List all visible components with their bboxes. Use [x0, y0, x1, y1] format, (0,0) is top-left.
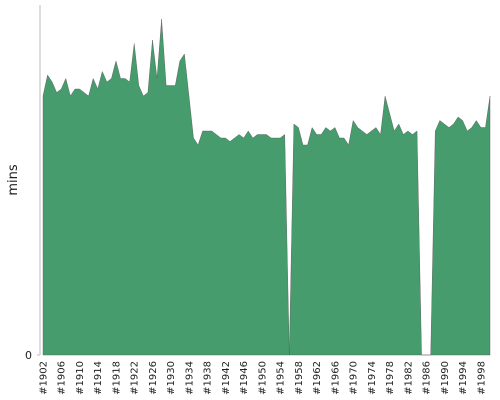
x-tick-label: #1986 [422, 361, 433, 395]
x-tick-label: #1942 [221, 361, 232, 395]
x-tick-label: #1922 [130, 361, 141, 395]
x-tick-label: #1934 [184, 361, 195, 395]
x-tick-label: #1954 [276, 361, 287, 395]
x-tick-label: #1946 [239, 361, 250, 395]
x-tick-label: #1962 [312, 361, 323, 395]
y-axis-label: mins [6, 164, 21, 196]
x-tick-label: #1902 [39, 361, 50, 395]
x-tick-label: #1926 [148, 361, 159, 395]
x-tick-label: #1958 [294, 361, 305, 395]
x-tick-label: #1930 [166, 361, 177, 395]
x-tick-label: #1990 [440, 361, 451, 395]
x-tick-label: #1950 [257, 361, 268, 395]
x-tick-label: #1994 [458, 361, 469, 395]
area [42, 18, 491, 356]
x-tick-label: #1998 [476, 361, 487, 395]
x-tick-label: #1978 [385, 361, 396, 395]
x-tick-label: #1918 [111, 361, 122, 395]
y-tick-label: 0 [25, 349, 32, 362]
x-tick-label: #1914 [93, 361, 104, 395]
x-tick-label: #1982 [403, 361, 414, 395]
x-tick-label: #1906 [57, 361, 68, 395]
x-tick-label: #1966 [330, 361, 341, 395]
x-tick-label: #1938 [203, 361, 214, 395]
x-tick-label: #1970 [349, 361, 360, 395]
x-tick-label: #1910 [75, 361, 86, 395]
x-tick-label: #1974 [367, 361, 378, 395]
